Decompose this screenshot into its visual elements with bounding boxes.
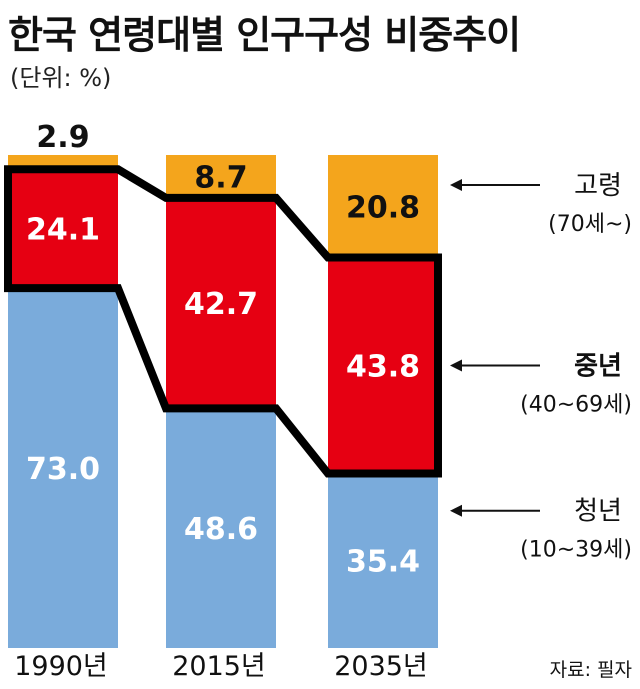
- legend-layer: 청년 (10~39세) 중년 (40~69세) 고령 (70세~): [450, 171, 632, 563]
- legend-entry-name: 중년: [574, 352, 622, 382]
- bar-고령-2035년: [328, 155, 438, 258]
- bar-청년-2015년: [166, 408, 276, 648]
- data-label-중년-2035년: 43.8: [346, 350, 420, 385]
- middle-age-highlight-outline: [4, 165, 442, 478]
- x-tick-label: 1990년: [14, 651, 108, 682]
- chart-title: 한국 연령대별 인구구성 비중추이: [8, 13, 521, 57]
- bar-중년-2015년: [166, 197, 276, 409]
- x-tick-label: 2035년: [334, 651, 428, 682]
- arrow-left-icon: [450, 359, 462, 372]
- legend-entry-name: 고령: [574, 171, 622, 201]
- bar-중년-1990년: [8, 169, 118, 289]
- data-label-고령-1990년: 2.9: [36, 120, 89, 155]
- data-label-고령-2015년: 8.7: [194, 160, 247, 195]
- arrow-left-icon: [450, 179, 462, 191]
- labels-layer: 1990년 2015년 2035년 73.0 48.6 35.4 24.1 42.7 43.8 2…: [14, 120, 428, 682]
- legend-entry-range: (40~69세): [520, 393, 632, 418]
- bar-중년-2035년: [328, 257, 438, 474]
- bar-청년-1990년: [8, 288, 118, 648]
- data-label-중년-2015년: 42.7: [184, 287, 258, 322]
- bars-layer: [8, 155, 438, 648]
- data-label-청년-1990년: 73.0: [26, 452, 100, 487]
- legend-entry-range: (70세~): [548, 212, 632, 237]
- legend-entry-name: 청년: [574, 497, 622, 527]
- bar-청년-2035년: [328, 473, 438, 648]
- source-note: 자료: 필자: [550, 659, 632, 681]
- bar-고령-2015년: [166, 155, 276, 198]
- legend-entry-range: (10~39세): [520, 538, 632, 563]
- chart-unit: (단위: %): [10, 64, 112, 92]
- data-label-청년-2015년: 48.6: [184, 512, 258, 547]
- x-tick-label: 2015년: [172, 651, 266, 682]
- arrow-left-icon: [450, 504, 462, 517]
- data-label-청년-2035년: 35.4: [346, 545, 420, 580]
- data-label-고령-2035년: 20.8: [346, 190, 420, 225]
- data-label-중년-1990년: 24.1: [26, 213, 100, 248]
